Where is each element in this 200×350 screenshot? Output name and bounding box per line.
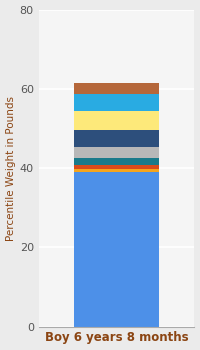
Bar [74,111,159,130]
Y-axis label: Percentile Weight in Pounds: Percentile Weight in Pounds [6,96,16,240]
Bar [74,147,159,158]
Bar [74,169,159,172]
Bar [74,165,159,169]
Bar [74,172,159,327]
Bar [74,130,159,147]
Bar [74,158,159,165]
Bar [74,83,159,94]
Bar [74,94,159,111]
